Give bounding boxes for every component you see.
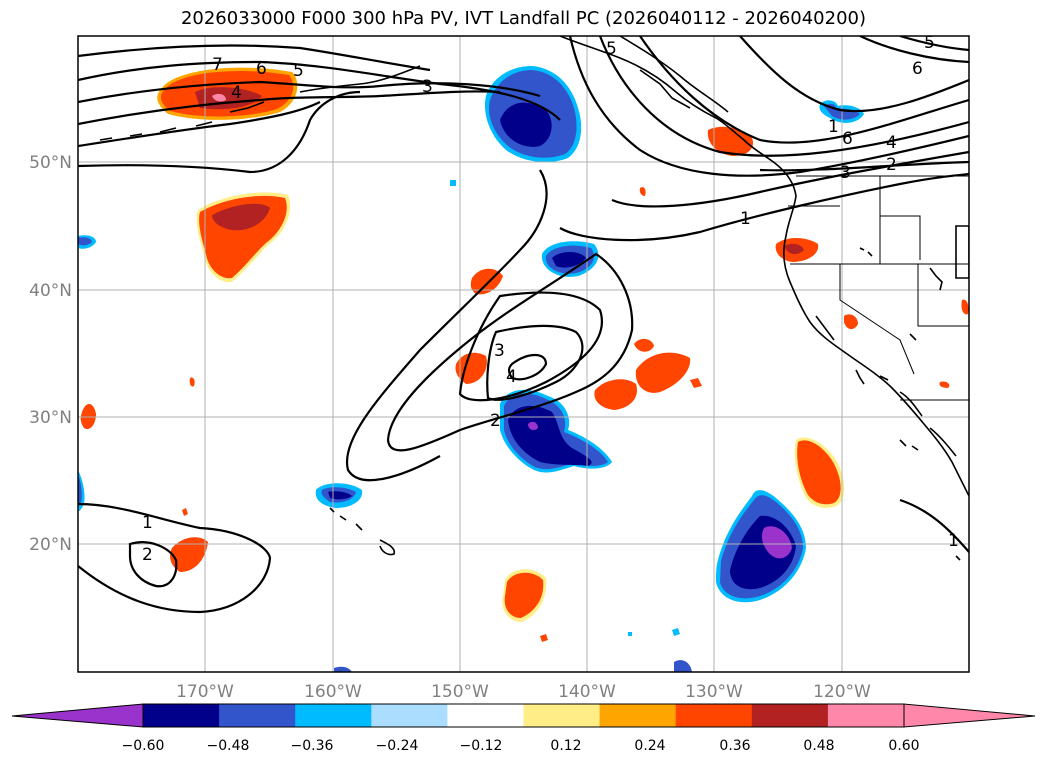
contour-label: 1 (948, 531, 959, 551)
map-title: 2026033000 F000 300 hPa PV, IVT Landfall… (180, 8, 867, 29)
colorbar-frame (142, 703, 905, 728)
colorbar-tick-label: 0.12 (550, 738, 581, 754)
colorbar-segment (371, 704, 448, 727)
contour-label: 5 (606, 39, 617, 59)
contour-label: 1 (740, 209, 751, 229)
lat-label: 20°N (29, 535, 72, 555)
contour-label: 2 (142, 545, 153, 565)
political-borders (788, 175, 969, 401)
contour-label: 3 (422, 77, 433, 97)
colorbar-segment (827, 704, 905, 727)
colorbar-segment (447, 704, 524, 727)
colorbar-segment (599, 704, 677, 727)
colorbar-max-extend (903, 703, 1036, 728)
contour-label: 4 (886, 133, 897, 153)
lon-label: 140°W (558, 682, 616, 702)
contour-label: 1 (142, 513, 153, 533)
colorbar-tick-label: 0.60 (888, 738, 919, 754)
contour-label: 6 (842, 129, 853, 149)
contour-label: 4 (231, 83, 242, 103)
contour-label: 2 (886, 155, 897, 175)
lon-label: 170°W (176, 682, 234, 702)
lat-label: 50°N (29, 153, 72, 173)
colorbar-tick-label: 0.24 (634, 738, 665, 754)
gridlines (78, 36, 969, 672)
colorbar-tick-label: 0.48 (803, 738, 834, 754)
contour-label: 6 (912, 59, 923, 79)
lon-label: 150°W (431, 682, 489, 702)
contour-label: 2 (490, 411, 501, 431)
negative-anomaly-shading (78, 66, 864, 672)
contour-label: 5 (924, 33, 935, 53)
lon-label: 120°W (813, 682, 871, 702)
contour-label: 5 (293, 61, 304, 81)
colorbar-tick-label: −0.60 (122, 738, 165, 754)
lon-label: 130°W (685, 682, 743, 702)
map-panel: 7 6 5 4 3 5 6 5 1 6 4 3 2 1 3 4 2 1 2 1 (78, 33, 969, 672)
lat-label: 30°N (29, 408, 72, 428)
contour-label: 7 (212, 55, 223, 75)
colorbar-segment (295, 704, 372, 727)
colorbar-tick-label: −0.48 (207, 738, 250, 754)
contour-label: 3 (840, 163, 851, 183)
colorbar-tick-label: −0.12 (460, 738, 503, 754)
colorbar-segments (143, 704, 905, 727)
colorbar-segment (675, 704, 753, 727)
colorbar-segment (523, 704, 601, 727)
positive-anomaly-shading (80, 67, 969, 642)
colorbar-segment (751, 704, 829, 727)
contour-label: 1 (828, 117, 839, 137)
colorbar-tick-label: 0.36 (719, 738, 750, 754)
colorbar: −0.60 −0.48 −0.36 −0.24 −0.12 0.12 0.24 … (11, 703, 1036, 754)
lat-label: 40°N (29, 281, 72, 301)
pv-contour-labels: 7 6 5 4 3 5 6 5 1 6 4 3 2 1 3 4 2 1 2 1 (142, 33, 959, 565)
contour-label: 6 (256, 59, 267, 79)
latitude-labels: 50°N 40°N 30°N 20°N (29, 153, 72, 555)
coastlines (99, 36, 969, 561)
contour-label: 4 (506, 367, 517, 387)
pv-contours (78, 36, 969, 614)
map-frame (77, 35, 970, 673)
lon-label: 160°W (304, 682, 362, 702)
colorbar-tick-label: −0.24 (376, 738, 419, 754)
longitude-labels: 170°W 160°W 150°W 140°W 130°W 120°W (176, 682, 871, 702)
colorbar-segment (143, 704, 220, 727)
contour-label: 3 (494, 341, 505, 361)
colorbar-ticks: −0.60 −0.48 −0.36 −0.24 −0.12 0.12 0.24 … (122, 738, 920, 754)
colorbar-tick-label: −0.36 (291, 738, 334, 754)
colorbar-segment (219, 704, 296, 727)
colorbar-min-extend (11, 703, 144, 728)
